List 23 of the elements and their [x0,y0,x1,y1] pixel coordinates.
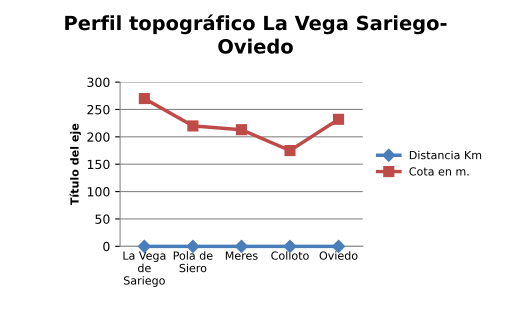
legend-label: Distancia Km [410,150,482,160]
y-tick-label: 150 [88,160,110,170]
x-tick-label: Pola de Siero [174,251,213,272]
y-tick-label: 200 [87,132,110,142]
x-tick-label: La Vega de Sariego [123,252,166,287]
y-tick-label: 300 [87,78,110,88]
y-tick-label: 50 [95,214,110,224]
y-tick-label: 100 [88,187,110,197]
y-tick-label: 0 [103,242,110,252]
point [332,114,344,125]
legend-label: Cota en m. [409,167,469,176]
point [186,240,200,253]
y-axis-title: Título del eje [70,124,81,206]
point [187,120,198,132]
x-tick-label: Colloto [271,251,309,260]
chart-title: Perfil topográfico La Vega Sariego- Oviedo [65,14,446,54]
point [138,92,150,104]
point [236,124,248,136]
point [138,240,151,253]
x-tick-label: Oviedo [320,251,358,260]
point [284,144,296,156]
y-tick-label: 250 [87,104,110,114]
x-tick-label: Meres [226,252,258,260]
